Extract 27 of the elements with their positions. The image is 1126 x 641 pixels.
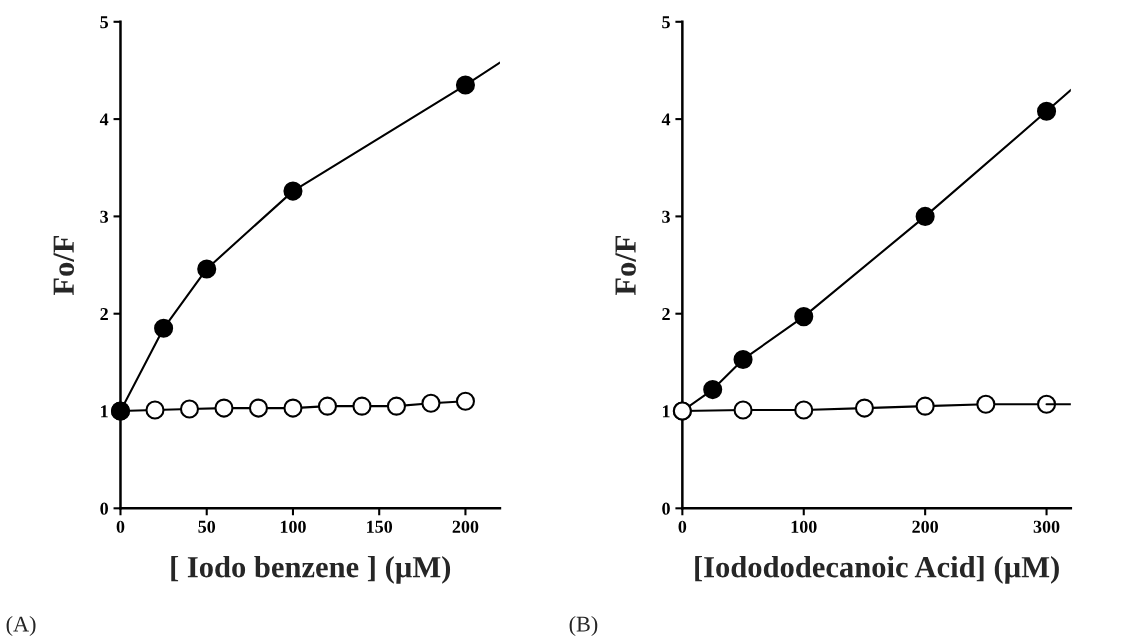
x-tick-label: 150 — [367, 520, 393, 533]
y-tick-label: 0 — [100, 502, 108, 515]
y-tick-label: 3 — [100, 210, 109, 223]
x-axis-title: [ Iodo benzene ] (µM) — [171, 555, 451, 584]
y-tick-label: 1 — [662, 405, 670, 418]
x-tick-label: 200 — [912, 520, 938, 533]
x-tick-label: 0 — [678, 520, 687, 533]
y-tick-label: 4 — [99, 113, 109, 126]
y-tick-label: 1 — [101, 405, 108, 418]
y-tick-label: 3 — [662, 210, 670, 223]
y-tick-label: 0 — [662, 502, 670, 515]
y-axis-title: Fo/F — [615, 235, 636, 296]
y-tick-label: 5 — [100, 16, 109, 29]
y-tick-label: 5 — [662, 16, 670, 29]
y-tick-label: 2 — [662, 308, 670, 320]
y-axis-title: Fo/F — [53, 235, 74, 296]
x-tick-label: 100 — [280, 520, 306, 533]
x-tick-label: 0 — [116, 520, 125, 533]
x-tick-label: 200 — [452, 520, 479, 533]
text: (B) — [569, 615, 598, 637]
x-axis-title: [Iodododecanoic Acid] (µM) — [695, 555, 1059, 584]
x-tick-label: 50 — [198, 520, 216, 533]
y-tick-label: 4 — [661, 113, 671, 126]
x-tick-label: 100 — [791, 520, 817, 533]
text: (A) — [6, 615, 36, 637]
y-tick-label: 2 — [100, 308, 108, 320]
x-tick-label: 300 — [1033, 520, 1060, 533]
